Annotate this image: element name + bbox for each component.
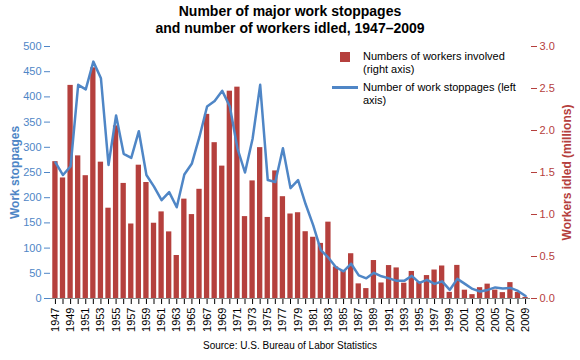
svg-text:1947: 1947 — [49, 308, 61, 332]
svg-text:1993: 1993 — [398, 308, 410, 332]
svg-text:2009: 2009 — [519, 308, 531, 332]
html-text:Numbers of workers involved (r: Numbers of workers involved (right axis) — [363, 50, 505, 75]
svg-text:1991: 1991 — [383, 308, 395, 332]
svg-text:350: 350 — [23, 116, 41, 128]
html-text:Number of work stoppages (left: Number of work stoppages (left axis) — [363, 81, 516, 106]
svg-text:1957: 1957 — [125, 308, 137, 332]
svg-text:Work stoppages: Work stoppages — [8, 126, 22, 219]
svg-text:1955: 1955 — [110, 308, 122, 332]
svg-text:1971: 1971 — [231, 308, 243, 332]
svg-text:1.0: 1.0 — [540, 208, 555, 220]
svg-text:1985: 1985 — [337, 308, 349, 332]
svg-text:2.0: 2.0 — [540, 124, 555, 136]
svg-text:1995: 1995 — [413, 308, 425, 332]
svg-text:0.0: 0.0 — [540, 292, 555, 304]
svg-text:2007: 2007 — [504, 308, 516, 332]
svg-text:1961: 1961 — [155, 308, 167, 332]
svg-text:1949: 1949 — [64, 308, 76, 332]
svg-text:1983: 1983 — [322, 308, 334, 332]
html-text:Number of major work stoppages: Number of major work stoppages and numbe… — [155, 3, 425, 36]
svg-text:1.5: 1.5 — [540, 166, 555, 178]
svg-text:1989: 1989 — [367, 308, 379, 332]
svg-text:250: 250 — [23, 166, 41, 178]
svg-text:1951: 1951 — [79, 308, 91, 332]
html-text:Source: U.S. Bureau of Labor S: Source: U.S. Bureau of Labor Statistics — [203, 340, 377, 351]
svg-text:2003: 2003 — [474, 308, 486, 332]
svg-text:1987: 1987 — [352, 308, 364, 332]
svg-text:400: 400 — [23, 90, 41, 102]
svg-text:2001: 2001 — [458, 308, 470, 332]
svg-text:0.5: 0.5 — [540, 250, 555, 262]
svg-text:50: 50 — [29, 267, 41, 279]
svg-text:1979: 1979 — [292, 308, 304, 332]
svg-text:300: 300 — [23, 141, 41, 153]
svg-text:450: 450 — [23, 65, 41, 77]
svg-text:100: 100 — [23, 242, 41, 254]
svg-text:0: 0 — [35, 292, 41, 304]
svg-text:2005: 2005 — [489, 308, 501, 332]
svg-text:1965: 1965 — [185, 308, 197, 332]
svg-text:Workers idled (millions): Workers idled (millions) — [560, 105, 574, 241]
svg-text:1977: 1977 — [276, 308, 288, 332]
svg-text:1953: 1953 — [94, 308, 106, 332]
svg-text:2.5: 2.5 — [540, 82, 555, 94]
svg-text:1959: 1959 — [140, 308, 152, 332]
svg-text:1999: 1999 — [443, 308, 455, 332]
svg-text:1975: 1975 — [261, 308, 273, 332]
svg-text:1981: 1981 — [307, 308, 319, 332]
svg-text:1969: 1969 — [216, 308, 228, 332]
svg-text:150: 150 — [23, 216, 41, 228]
svg-text:1967: 1967 — [201, 308, 213, 332]
svg-text:1973: 1973 — [246, 308, 258, 332]
svg-text:500: 500 — [23, 40, 41, 52]
svg-text:1963: 1963 — [170, 308, 182, 332]
svg-text:200: 200 — [23, 191, 41, 203]
svg-text:3.0: 3.0 — [540, 40, 555, 52]
svg-text:1997: 1997 — [428, 308, 440, 332]
